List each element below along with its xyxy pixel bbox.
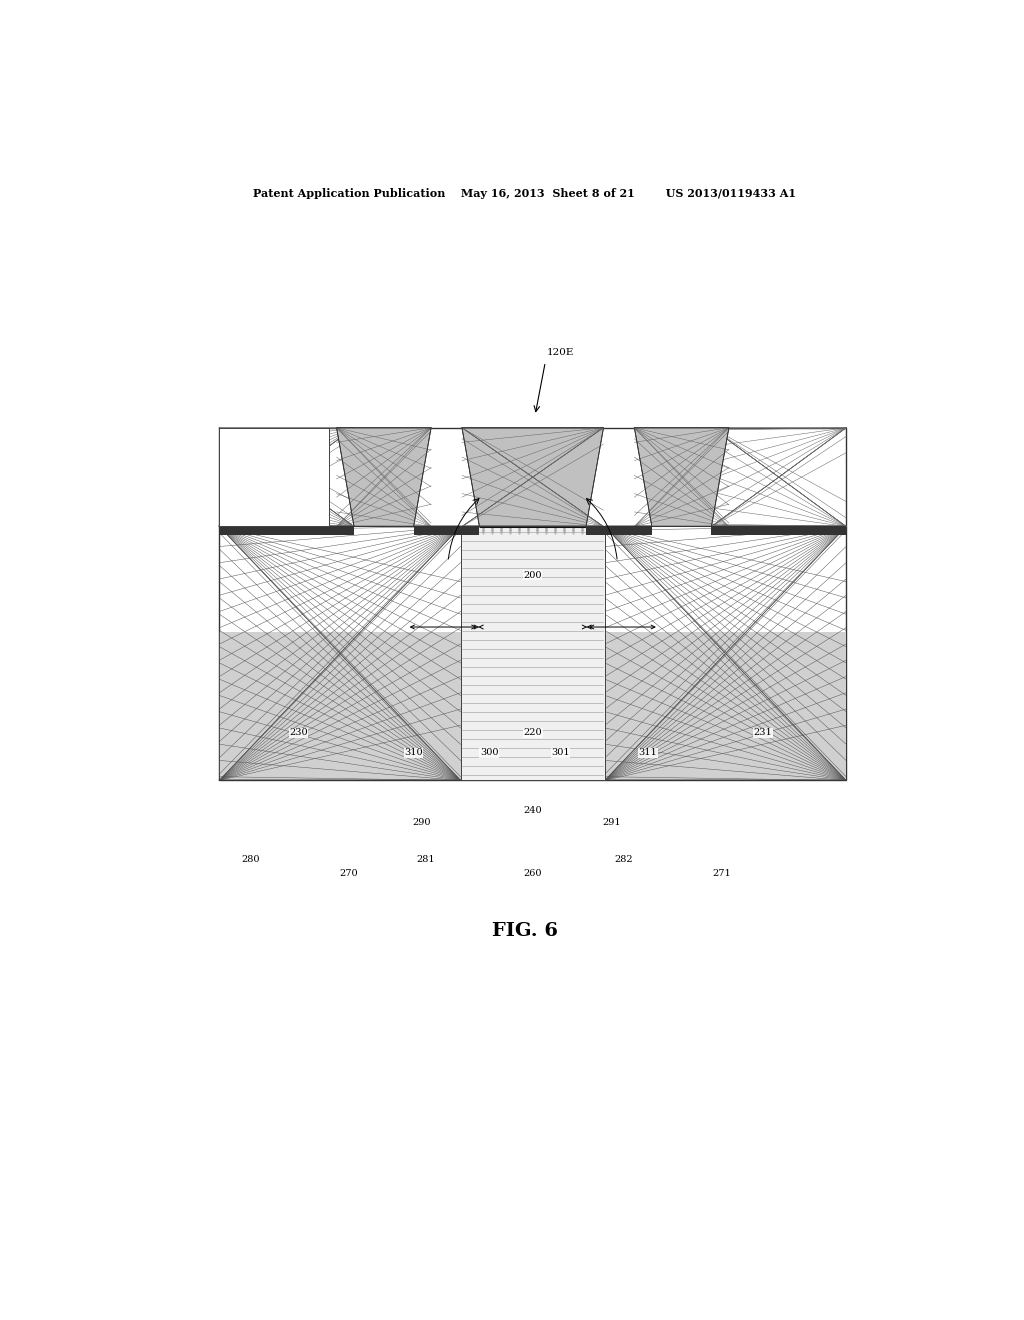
Text: 200: 200	[523, 570, 542, 579]
Text: 231: 231	[754, 729, 772, 737]
Polygon shape	[462, 428, 603, 527]
Text: 291: 291	[603, 817, 622, 826]
Bar	[219, 428, 329, 527]
Text: 282: 282	[614, 855, 633, 865]
Bar	[586, 527, 652, 535]
Bar	[219, 428, 329, 527]
Text: 220: 220	[523, 729, 542, 737]
Polygon shape	[337, 428, 431, 527]
Bar	[461, 527, 605, 780]
Bar	[414, 527, 479, 535]
Bar	[219, 632, 846, 780]
Bar	[712, 527, 846, 535]
Polygon shape	[635, 428, 729, 527]
Bar	[219, 527, 461, 780]
Text: 260: 260	[523, 870, 542, 878]
Text: 290: 290	[413, 817, 431, 826]
Text: 120E: 120E	[547, 347, 574, 356]
Text: 301: 301	[551, 748, 569, 758]
Bar	[605, 527, 846, 780]
Text: 270: 270	[339, 870, 358, 878]
Text: 271: 271	[713, 870, 731, 878]
Text: 300: 300	[480, 748, 499, 758]
Text: 280: 280	[242, 855, 260, 865]
Text: 281: 281	[417, 855, 435, 865]
Text: 240: 240	[523, 807, 542, 816]
Text: 230: 230	[290, 729, 308, 737]
Text: 311: 311	[638, 748, 657, 758]
Bar	[219, 527, 354, 535]
Text: Patent Application Publication    May 16, 2013  Sheet 8 of 21        US 2013/011: Patent Application Publication May 16, 2…	[253, 189, 797, 199]
Text: FIG. 6: FIG. 6	[492, 921, 558, 940]
Text: 310: 310	[404, 748, 423, 758]
Bar	[219, 428, 846, 780]
